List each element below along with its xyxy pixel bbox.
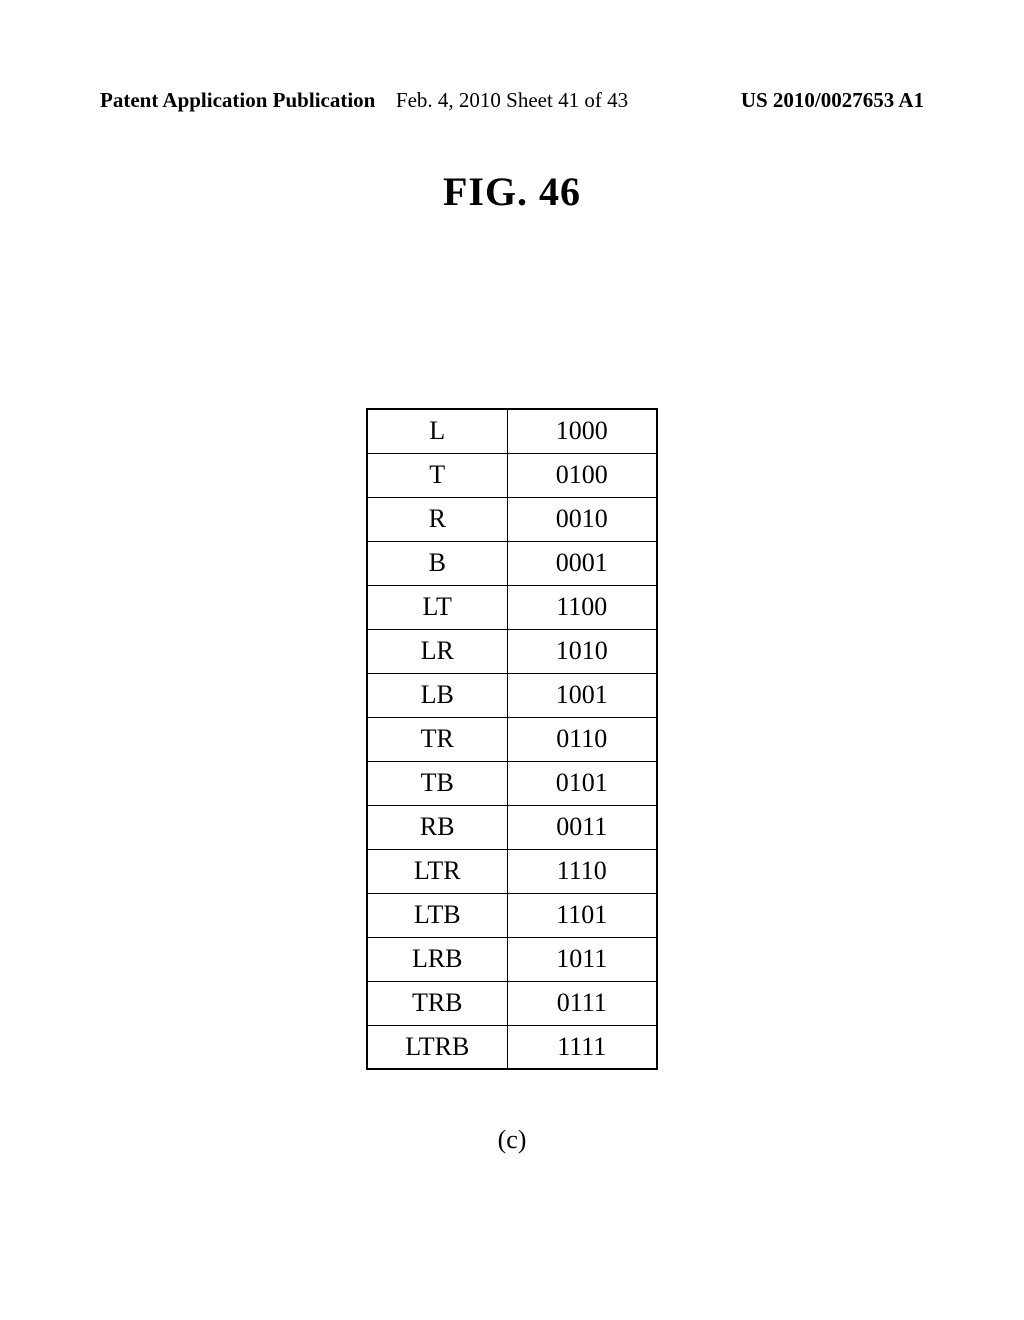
cell-code: 0110 <box>507 717 657 761</box>
table-row: LTRB 1111 <box>367 1025 657 1069</box>
figure-sub-caption: (c) <box>498 1125 527 1155</box>
table-row: T 0100 <box>367 453 657 497</box>
cell-code: 1110 <box>507 849 657 893</box>
figure-title: FIG. 46 <box>443 168 581 215</box>
table-row: TB 0101 <box>367 761 657 805</box>
cell-code: 0100 <box>507 453 657 497</box>
header-sheet-info: Feb. 4, 2010 Sheet 41 of 43 <box>396 88 628 113</box>
cell-code: 1100 <box>507 585 657 629</box>
cell-label: B <box>367 541 507 585</box>
header-publication-number: US 2010/0027653 A1 <box>741 88 924 113</box>
header-publication-type: Patent Application Publication <box>100 88 375 113</box>
cell-label: LR <box>367 629 507 673</box>
table-row: TRB 0111 <box>367 981 657 1025</box>
table-row: LTB 1101 <box>367 893 657 937</box>
cell-label: LTR <box>367 849 507 893</box>
table-row: LB 1001 <box>367 673 657 717</box>
table-row: RB 0011 <box>367 805 657 849</box>
table-row: L 1000 <box>367 409 657 453</box>
cell-code: 0011 <box>507 805 657 849</box>
cell-label: R <box>367 497 507 541</box>
cell-code: 0111 <box>507 981 657 1025</box>
table-row: LT 1100 <box>367 585 657 629</box>
table-row: TR 0110 <box>367 717 657 761</box>
cell-label: RB <box>367 805 507 849</box>
cell-code: 1011 <box>507 937 657 981</box>
cell-label: T <box>367 453 507 497</box>
cell-code: 1000 <box>507 409 657 453</box>
cell-label: LB <box>367 673 507 717</box>
encoding-table: L 1000 T 0100 R 0010 B 0001 LT 1100 LR 1… <box>366 408 658 1070</box>
cell-label: TR <box>367 717 507 761</box>
cell-code: 0101 <box>507 761 657 805</box>
table-row: LRB 1011 <box>367 937 657 981</box>
cell-label: LT <box>367 585 507 629</box>
cell-label: LTB <box>367 893 507 937</box>
cell-label: LTRB <box>367 1025 507 1069</box>
table-row: LR 1010 <box>367 629 657 673</box>
table-row: R 0010 <box>367 497 657 541</box>
cell-label: LRB <box>367 937 507 981</box>
cell-code: 0001 <box>507 541 657 585</box>
cell-code: 1001 <box>507 673 657 717</box>
cell-label: TB <box>367 761 507 805</box>
cell-code: 0010 <box>507 497 657 541</box>
cell-code: 1111 <box>507 1025 657 1069</box>
table-row: LTR 1110 <box>367 849 657 893</box>
cell-label: L <box>367 409 507 453</box>
cell-label: TRB <box>367 981 507 1025</box>
cell-code: 1010 <box>507 629 657 673</box>
cell-code: 1101 <box>507 893 657 937</box>
table-row: B 0001 <box>367 541 657 585</box>
